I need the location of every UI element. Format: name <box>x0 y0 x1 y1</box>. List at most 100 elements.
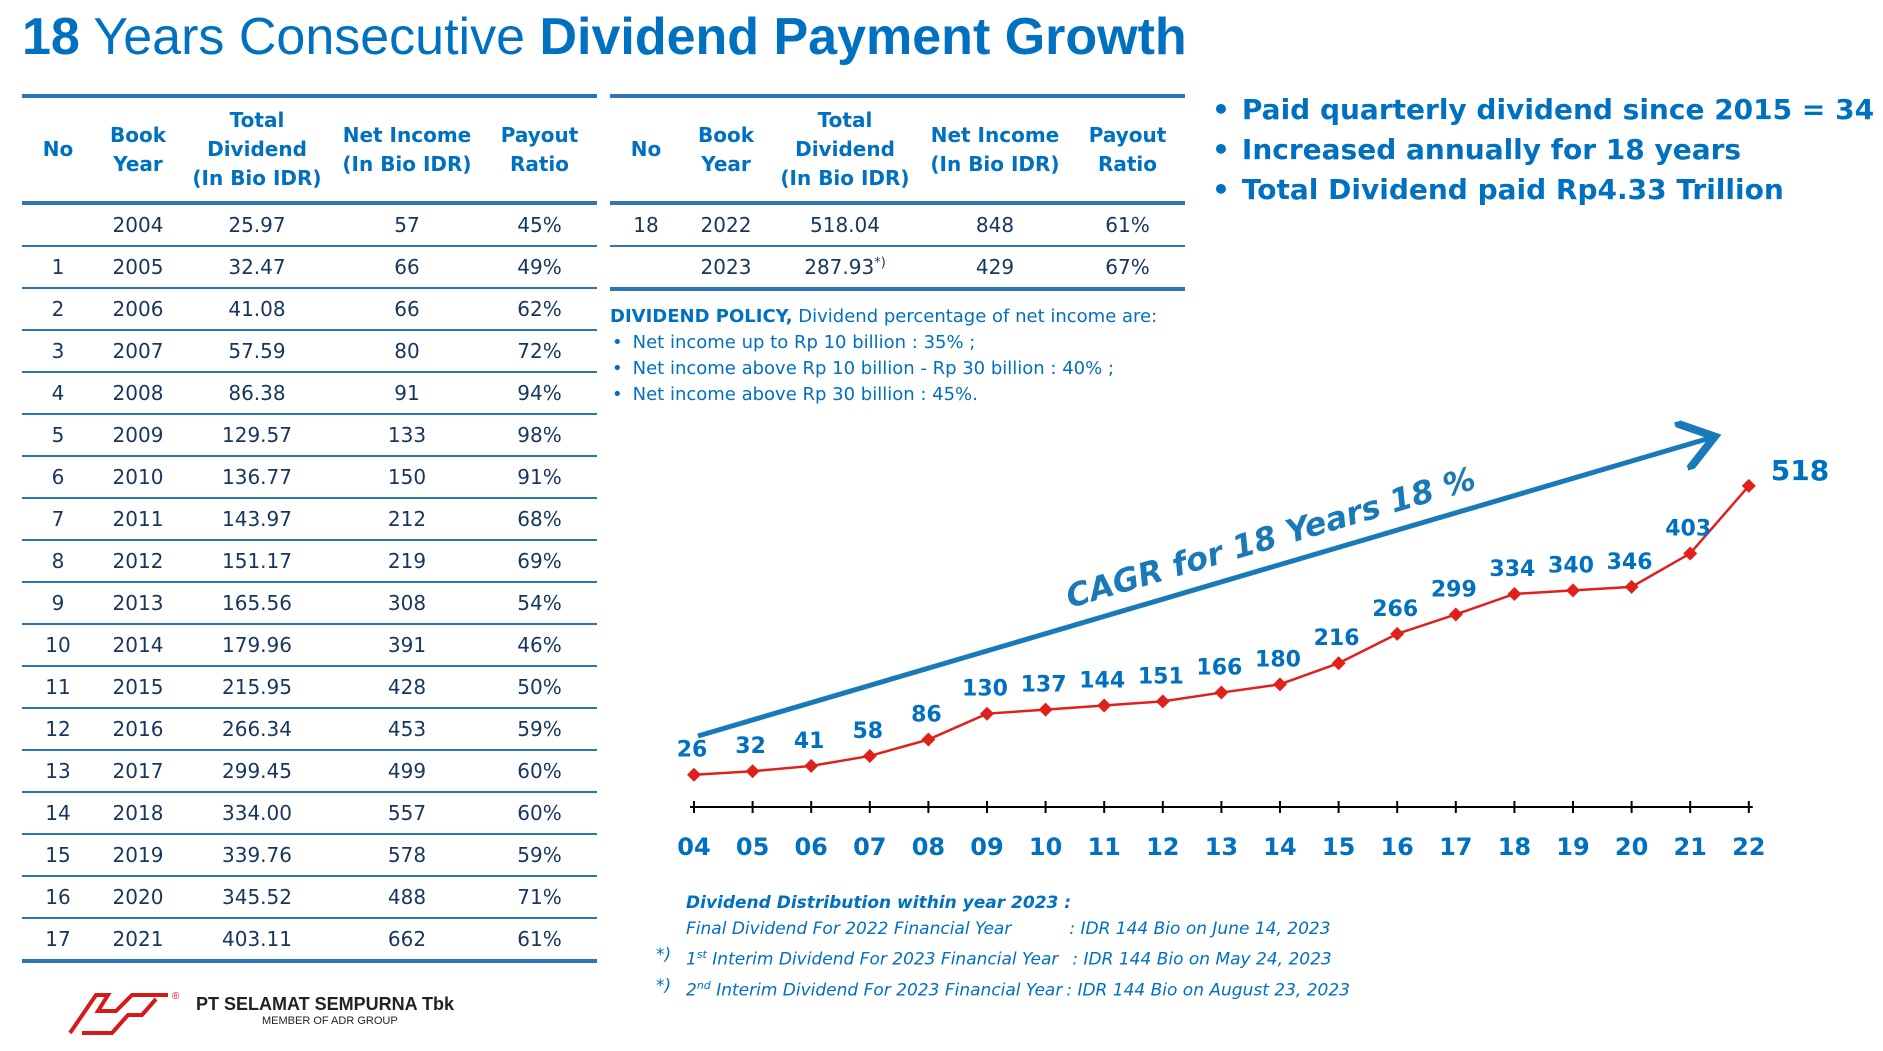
x-tick-label: 19 <box>1556 833 1589 861</box>
dividend-table-left: No Book Year Total Dividend (In Bio IDR) … <box>22 94 597 963</box>
cell-payout-ratio: 94% <box>482 372 597 415</box>
cell-book-year: 2022 <box>682 203 770 247</box>
table-row: 5 2009 129.57 133 98% <box>22 414 597 457</box>
header-total-dividend: Total Dividend (In Bio IDR) <box>770 94 920 205</box>
cell-no: 13 <box>22 750 94 793</box>
cell-net-income: 488 <box>332 876 482 919</box>
cell-payout-ratio: 91% <box>482 456 597 499</box>
data-point <box>1038 702 1053 717</box>
data-point <box>1331 656 1346 671</box>
header-payout-ratio: Payout Ratio <box>1070 94 1185 205</box>
data-point <box>1624 579 1639 594</box>
table-header-row: No Book Year Total Dividend (In Bio IDR) … <box>22 94 597 205</box>
data-label: 518 <box>1771 454 1829 487</box>
table-row: 6 2010 136.77 150 91% <box>22 456 597 499</box>
cell-total-dividend: 165.56 <box>182 582 332 625</box>
data-label: 151 <box>1138 664 1184 689</box>
data-point <box>1507 586 1522 601</box>
table-row: 3 2007 57.59 80 72% <box>22 330 597 373</box>
cell-book-year: 2011 <box>94 498 182 541</box>
cell-net-income: 429 <box>920 246 1070 291</box>
table-row: 13 2017 299.45 499 60% <box>22 750 597 793</box>
cell-no: 1 <box>22 246 94 289</box>
cell-no: 4 <box>22 372 94 415</box>
cell-net-income: 57 <box>332 203 482 247</box>
data-point <box>921 732 936 747</box>
cell-no: 17 <box>22 918 94 963</box>
data-label: 41 <box>794 729 825 754</box>
data-point <box>1155 694 1170 709</box>
cell-book-year: 2006 <box>94 288 182 331</box>
data-label: 340 <box>1548 553 1594 578</box>
cell-total-dividend: 57.59 <box>182 330 332 373</box>
notes-heading: Dividend Distribution within year 2023 : <box>686 893 1072 913</box>
table-row: 12 2016 266.34 453 59% <box>22 708 597 751</box>
cell-no: 6 <box>22 456 94 499</box>
table-row: 18 2022 518.04 848 61% <box>610 203 1185 247</box>
cell-book-year: 2004 <box>94 203 182 247</box>
data-label: 144 <box>1079 668 1125 693</box>
data-label: 137 <box>1021 673 1067 698</box>
cell-net-income: 66 <box>332 246 482 289</box>
cell-total-dividend: 403.11 <box>182 918 332 963</box>
cell-no: 9 <box>22 582 94 625</box>
data-point <box>804 758 819 773</box>
company-logo: ® <box>68 991 180 1035</box>
header-no: No <box>22 94 94 205</box>
x-tick-label: 12 <box>1146 833 1179 861</box>
cell-book-year: 2023 <box>682 246 770 291</box>
table-header-row: No Book Year Total Dividend (In Bio IDR) … <box>610 94 1185 205</box>
cell-no: 15 <box>22 834 94 877</box>
cell-net-income: 66 <box>332 288 482 331</box>
cell-net-income: 391 <box>332 624 482 667</box>
table-row: 2004 25.97 57 45% <box>22 203 597 247</box>
data-point <box>980 706 994 721</box>
cell-net-income: 662 <box>332 918 482 963</box>
dividend-policy: DIVIDEND POLICY, Dividend percentage of … <box>610 304 1157 408</box>
x-tick-label: 17 <box>1439 833 1472 861</box>
cell-book-year: 2005 <box>94 246 182 289</box>
cell-net-income: 428 <box>332 666 482 709</box>
cell-no: 16 <box>22 876 94 919</box>
cell-no: 14 <box>22 792 94 835</box>
data-label: 86 <box>911 703 942 728</box>
table-row: 8 2012 151.17 219 69% <box>22 540 597 583</box>
cell-total-dividend: 129.57 <box>182 414 332 457</box>
cell-book-year: 2020 <box>94 876 182 919</box>
policy-intro: Dividend percentage of net income are: <box>792 306 1158 327</box>
data-point <box>745 764 760 779</box>
cell-payout-ratio: 46% <box>482 624 597 667</box>
highlight-list: Paid quarterly dividend since 2015 = 34 … <box>1212 90 1883 210</box>
company-tagline: MEMBER OF ADR GROUP <box>262 1015 398 1027</box>
data-label: 334 <box>1489 557 1535 582</box>
data-point <box>862 748 877 763</box>
cell-no: 8 <box>22 540 94 583</box>
cell-net-income: 557 <box>332 792 482 835</box>
cell-net-income: 212 <box>332 498 482 541</box>
cell-book-year: 2017 <box>94 750 182 793</box>
cell-total-dividend: 287.93*) <box>770 246 920 291</box>
policy-item: Net income above Rp 10 billion - Rp 30 b… <box>610 356 1157 382</box>
table-row: 7 2011 143.97 212 68% <box>22 498 597 541</box>
x-tick-label: 16 <box>1380 833 1413 861</box>
x-tick-label: 14 <box>1263 833 1296 861</box>
x-tick-label: 09 <box>970 833 1003 861</box>
data-label: 299 <box>1431 577 1477 602</box>
cell-book-year: 2009 <box>94 414 182 457</box>
cell-book-year: 2007 <box>94 330 182 373</box>
table-row: 4 2008 86.38 91 94% <box>22 372 597 415</box>
cell-no: 5 <box>22 414 94 457</box>
cell-payout-ratio: 62% <box>482 288 597 331</box>
cell-total-dividend: 25.97 <box>182 203 332 247</box>
x-tick-label: 05 <box>736 833 769 861</box>
distribution-notes: Dividend Distribution within year 2023 :… <box>656 890 1350 1003</box>
header-total-dividend: Total Dividend (In Bio IDR) <box>182 94 332 205</box>
cell-no: 3 <box>22 330 94 373</box>
cell-total-dividend: 179.96 <box>182 624 332 667</box>
x-tick-label: 13 <box>1205 833 1238 861</box>
cell-payout-ratio: 59% <box>482 708 597 751</box>
data-point <box>1741 478 1756 493</box>
cell-payout-ratio: 72% <box>482 330 597 373</box>
cell-total-dividend: 345.52 <box>182 876 332 919</box>
data-point <box>1683 546 1698 561</box>
